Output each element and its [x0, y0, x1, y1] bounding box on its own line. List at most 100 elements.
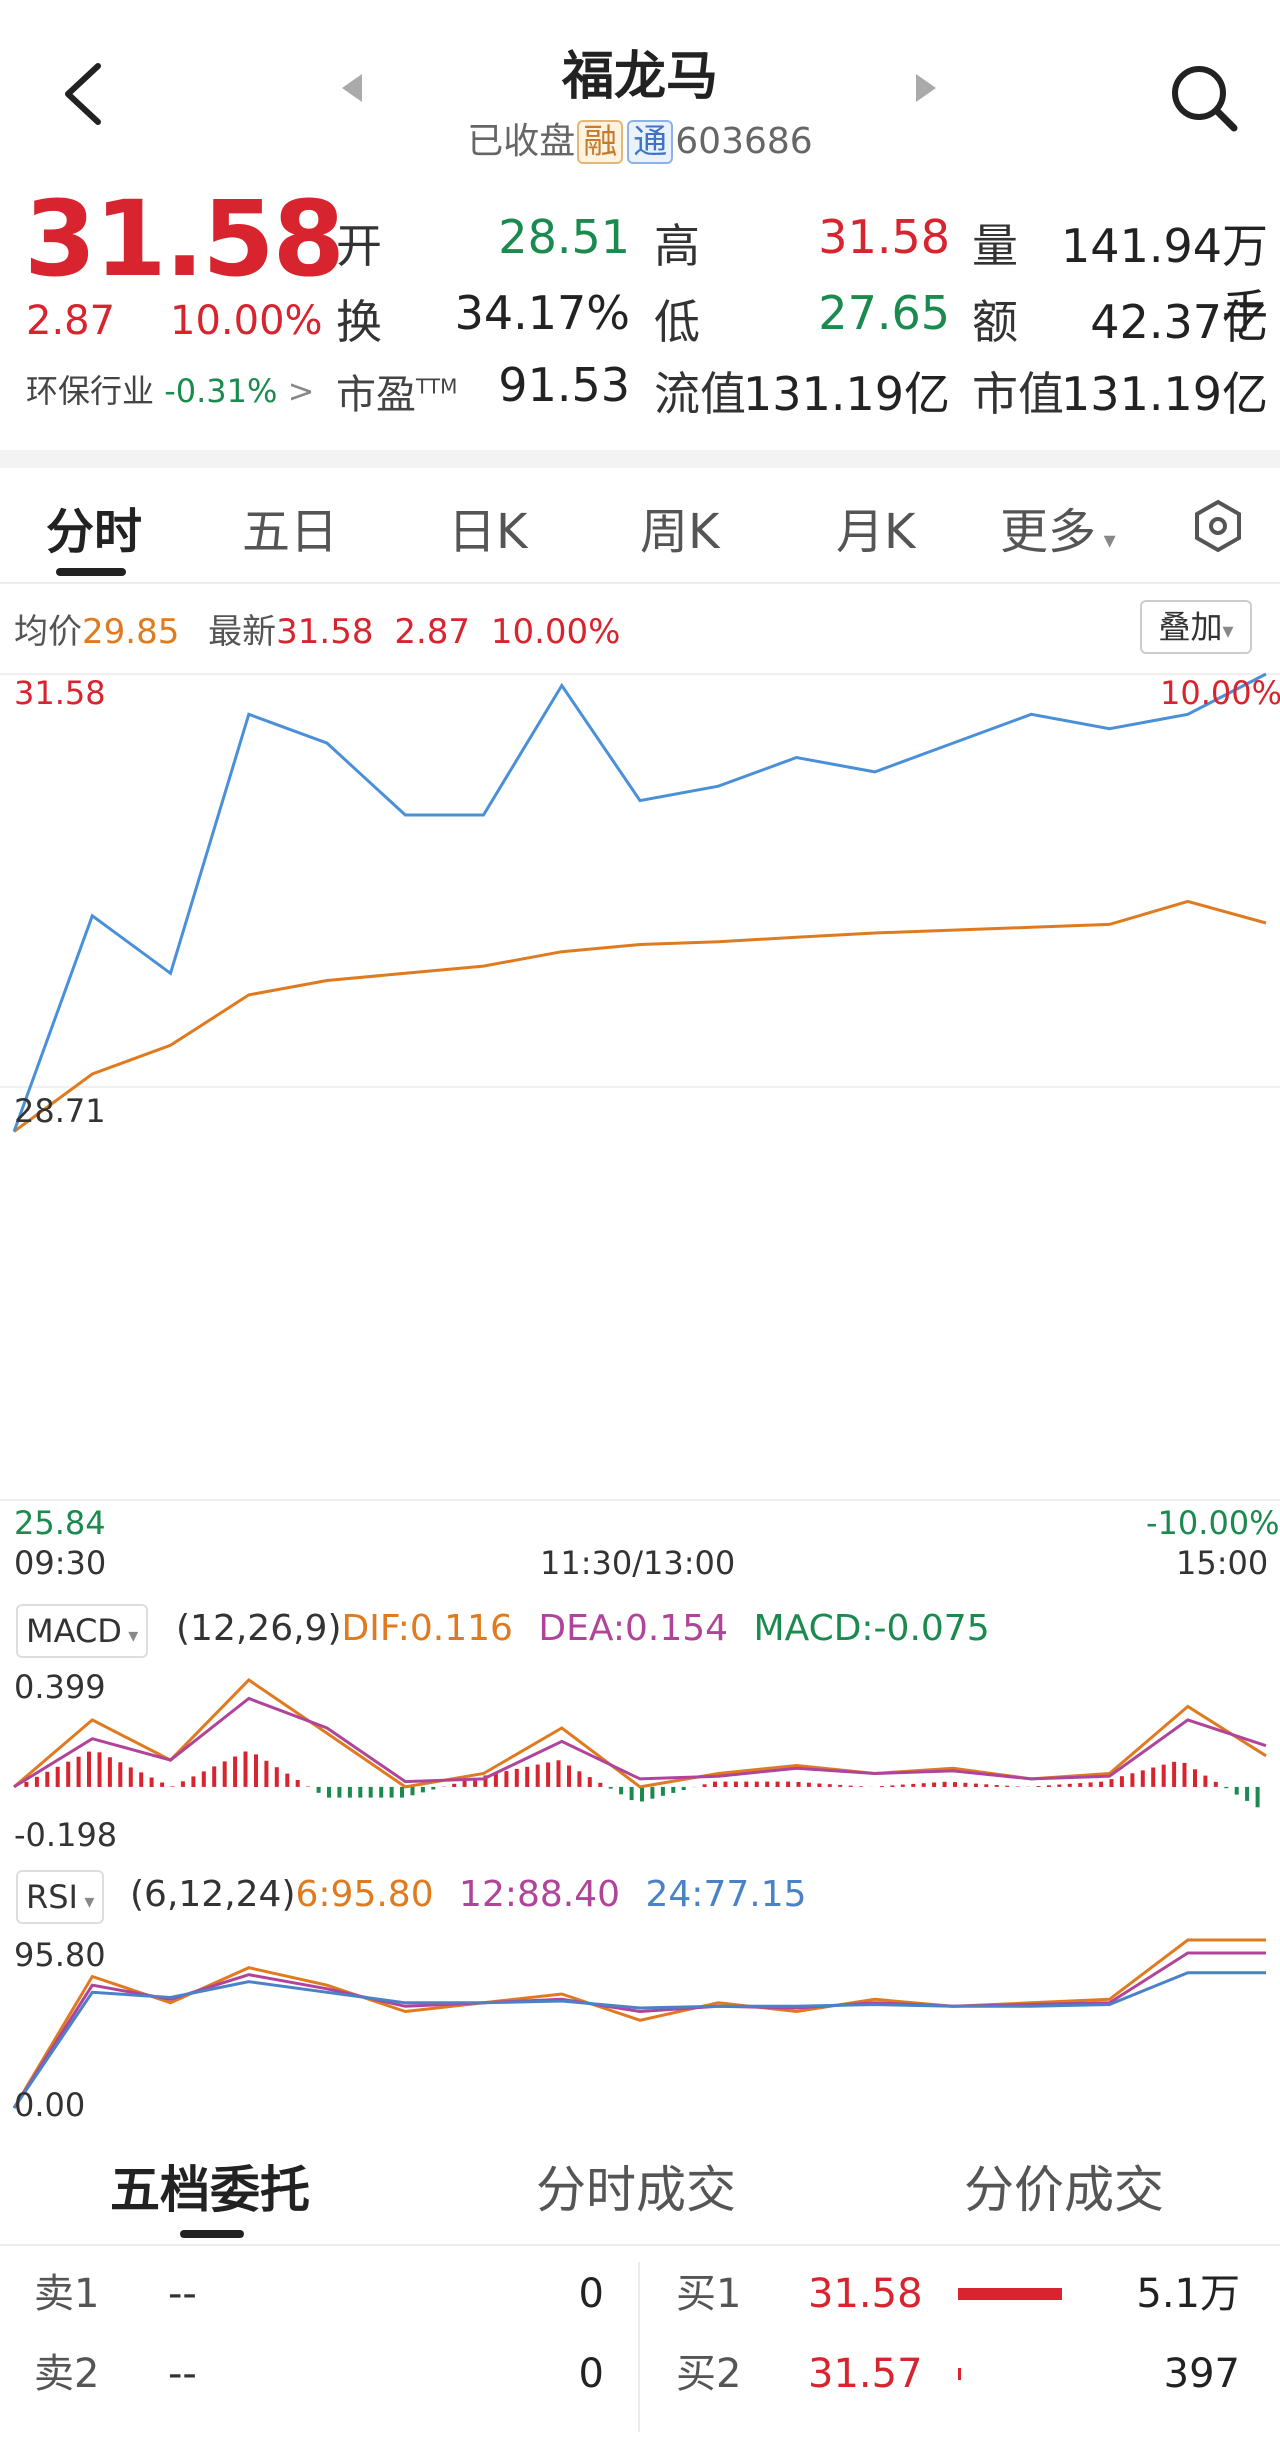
macd-bar [1182, 1762, 1187, 1787]
prev-stock-icon[interactable] [340, 72, 364, 104]
macd-bar [514, 1768, 519, 1787]
tab-price-volume[interactable]: 分价成交 [964, 2161, 1164, 2219]
latest-pct: 10.00% [490, 612, 621, 652]
y-axis-top: 31.58 [14, 674, 106, 712]
macd-bar [493, 1773, 498, 1787]
pe-label: 市盈TTM [336, 372, 458, 418]
overlay-button[interactable]: 叠加▾ [1140, 600, 1252, 654]
macd-bar [1172, 1761, 1177, 1787]
tab-tick-trades[interactable]: 分时成交 [536, 2161, 736, 2219]
tab-monthly-k[interactable]: 月K [836, 504, 916, 560]
macd-bar [598, 1782, 603, 1787]
macd-bar [379, 1786, 384, 1798]
stock-subline: 已收盘融通 603686 [440, 112, 840, 164]
tab-intraday[interactable]: 分时 [46, 504, 143, 560]
macd-bar [942, 1781, 947, 1787]
macd-bar [681, 1786, 686, 1790]
macd-bar [274, 1767, 279, 1787]
macd-bar [671, 1786, 676, 1793]
macd-bar [1203, 1775, 1208, 1787]
stock-name: 福龙马 [561, 47, 718, 107]
tab-more[interactable]: 更多 ▾ [1000, 504, 1116, 560]
macd-bar [932, 1782, 937, 1787]
macd-bar [285, 1773, 290, 1787]
back-arrow-icon[interactable] [60, 62, 108, 126]
section-divider [0, 450, 1280, 468]
macd-bar [713, 1781, 717, 1787]
rsi-24: 24:77.15 [645, 1874, 807, 1915]
open-value: 28.51 [498, 210, 630, 264]
macd-bar [431, 1786, 436, 1790]
macd-bar [264, 1760, 269, 1787]
industry-link[interactable]: 环保行业 -0.31% > [26, 366, 314, 412]
macd-bar [191, 1776, 196, 1787]
macd-bar [535, 1764, 540, 1787]
chart-tabs: 分时 五日 日K 周K 月K 更多 ▾ [0, 470, 1280, 580]
settings-icon[interactable] [1190, 498, 1246, 554]
tab-weekly-k[interactable]: 周K [640, 504, 720, 560]
price-change-pct: 10.00% [170, 298, 323, 344]
float-cap-value: 131.19亿 [743, 367, 950, 421]
macd-bar [87, 1751, 91, 1787]
macd-bar [1119, 1776, 1124, 1787]
macd-chart[interactable] [0, 1660, 1280, 1860]
rsi-y-top: 95.80 [14, 1936, 106, 1974]
pe-ttm: TTM [416, 374, 458, 399]
macd-bar [765, 1781, 770, 1787]
tab-five-level[interactable]: 五档委托 [110, 2161, 310, 2219]
rsi-chart[interactable] [0, 1924, 1280, 2124]
rsi-selector[interactable]: RSI ▾ [16, 1870, 105, 1924]
next-stock-icon[interactable] [914, 72, 938, 104]
macd-bar [45, 1771, 50, 1787]
macd-selector[interactable]: MACD ▾ [16, 1604, 149, 1658]
macd-bar [859, 1786, 864, 1787]
macd-bar [410, 1786, 415, 1796]
mkt-cap-label: 市值 [972, 367, 1064, 421]
macd-bar [34, 1776, 39, 1787]
buy-volume: 5.1万 [1136, 2271, 1240, 2317]
search-icon[interactable] [1168, 62, 1240, 134]
dea-line [13, 1696, 1267, 1789]
macd-bar [483, 1775, 488, 1787]
macd-bar [587, 1777, 592, 1787]
orderbook-mid-divider [638, 2262, 640, 2432]
macd-bar [504, 1771, 509, 1787]
macd-bar [1036, 1786, 1041, 1787]
dif-line [13, 1678, 1267, 1789]
sell-volume: 0 [578, 2351, 604, 2397]
macd-bar [337, 1786, 342, 1798]
macd-bar [900, 1784, 905, 1787]
dropdown-icon: ▾ [121, 1623, 139, 1647]
intraday-chart[interactable] [0, 660, 1280, 1540]
macd-bar [796, 1782, 801, 1787]
chart-grid [0, 673, 1280, 1501]
tab-five-day[interactable]: 五日 [242, 504, 339, 560]
pct-axis-top: 10.00% [1160, 674, 1280, 712]
macd-bar [1109, 1779, 1114, 1787]
x-axis-start: 09:30 [14, 1544, 107, 1582]
industry-pct: -0.31% [164, 372, 278, 410]
macd-bar [1161, 1764, 1166, 1787]
macd-bar [254, 1754, 258, 1787]
amount-label: 额 [972, 295, 1018, 349]
macd-bar [1151, 1767, 1156, 1787]
low-label: 低 [654, 295, 700, 349]
sell-row: 卖2 -- 0 [0, 2334, 640, 2414]
macd-bar [817, 1783, 822, 1787]
dropdown-icon: ▾ [77, 1889, 95, 1913]
high-value: 31.58 [818, 210, 950, 264]
macd-bar [629, 1786, 634, 1801]
price-info-line: 均价29.85 最新31.58 2.87 10.00% [14, 604, 620, 653]
macd-bar [1067, 1783, 1072, 1787]
buy-row: 买2 31.57 397 [640, 2334, 1280, 2414]
macd-bar [66, 1761, 71, 1787]
x-axis-end: 15:00 [1176, 1544, 1269, 1582]
macd-bar [316, 1786, 321, 1793]
macd-bar [1130, 1773, 1135, 1787]
macd-dif: DIF:0.116 [341, 1608, 513, 1649]
macd-bar [473, 1778, 478, 1787]
macd-bar [295, 1780, 300, 1787]
macd-bar [1255, 1786, 1260, 1808]
tab-daily-k[interactable]: 日K [448, 504, 528, 560]
avg-label: 均价 [14, 612, 82, 652]
